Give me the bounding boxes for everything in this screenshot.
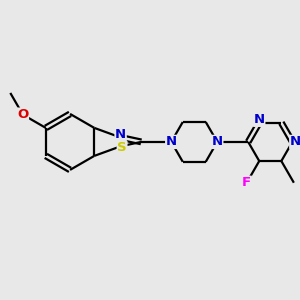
- Text: O: O: [17, 108, 28, 121]
- Text: S: S: [117, 141, 127, 154]
- Text: N: N: [290, 135, 300, 148]
- Text: N: N: [254, 113, 265, 126]
- Text: N: N: [115, 128, 126, 141]
- Text: N: N: [212, 135, 223, 148]
- Text: N: N: [166, 135, 177, 148]
- Text: F: F: [242, 176, 251, 189]
